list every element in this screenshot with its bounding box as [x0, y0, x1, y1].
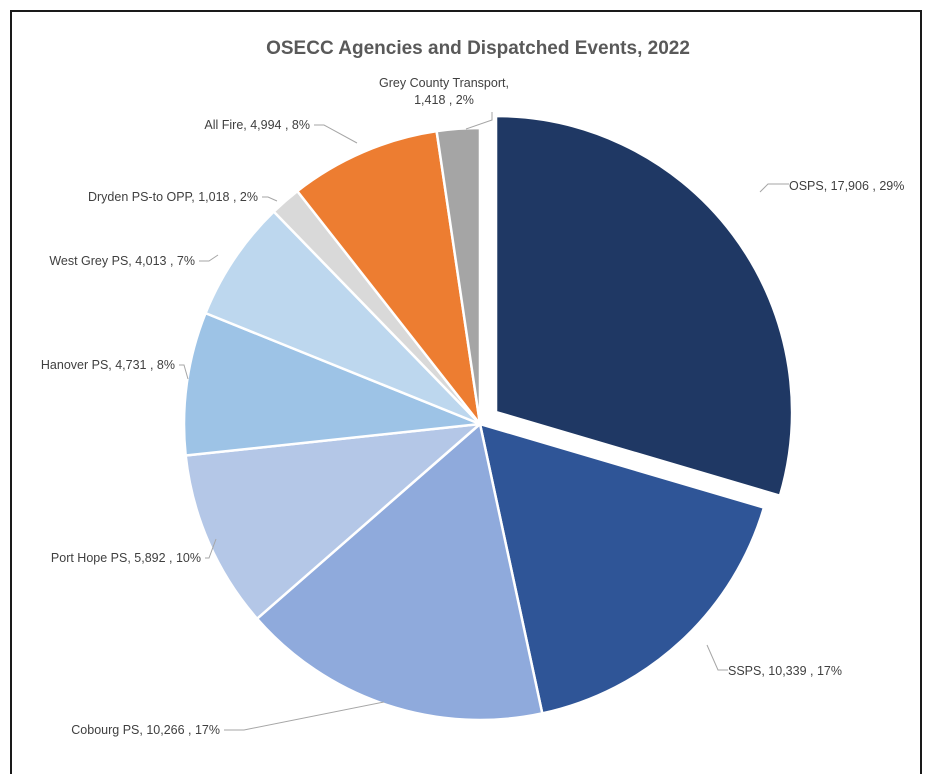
leader-line: [465, 112, 493, 130]
leader-lines: [179, 112, 789, 731]
pie-slice-ssps: [478, 422, 766, 715]
pie-slice-osps: [494, 114, 794, 497]
data-label: OSPS, 17,906 , 29%: [789, 179, 904, 193]
data-label: Cobourg PS, 10,266 , 17%: [71, 723, 220, 737]
pie-slice-hanover-ps: [182, 311, 482, 457]
data-labels: OSPS, 17,906 , 29% SSPS, 10,339 , 17% Cobo…: [41, 76, 904, 737]
data-label: Port Hope PS, 5,892 , 10%: [51, 551, 201, 565]
chart-title: OSECC Agencies and Dispatched Events, 20…: [266, 38, 690, 59]
data-label: All Fire, 4,994 , 8%: [204, 118, 310, 132]
leader-line: [179, 364, 189, 380]
chart-frame: OSECC Agencies and Dispatched Events, 20…: [10, 10, 922, 774]
leader-line: [314, 124, 358, 144]
pie-slice-all-fire: [296, 129, 482, 426]
leader-line: [262, 196, 278, 202]
data-label: Hanover PS, 4,731 , 8%: [41, 358, 175, 372]
data-label: Dryden PS-to OPP, 1,018 , 2%: [88, 190, 258, 204]
pie-chart: OSECC Agencies and Dispatched Events, 20…: [41, 38, 904, 737]
leader-line: [199, 254, 219, 262]
leader-line: [205, 538, 217, 559]
data-label: Grey County Transport, 1,418 , 2%: [379, 76, 509, 107]
pie-slice-west-grey-ps: [204, 210, 482, 426]
data-label: SSPS, 10,339 , 17%: [728, 664, 842, 678]
leader-line: [706, 644, 728, 671]
pie-slice-port-hope-ps: [184, 422, 482, 620]
pie-slices: [182, 114, 794, 722]
pie-slice-grey-county-transport: [435, 126, 482, 426]
leader-line: [224, 701, 385, 731]
pie-slice-cobourg-ps: [255, 422, 544, 722]
leader-line: [759, 183, 789, 193]
data-label: West Grey PS, 4,013 , 7%: [49, 254, 195, 268]
